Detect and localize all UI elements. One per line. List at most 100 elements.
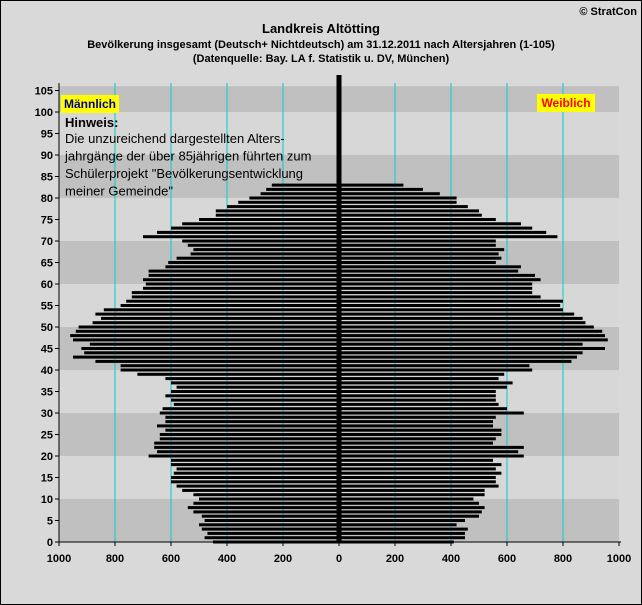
y-tick-label: 105 — [35, 86, 53, 98]
bar-female — [339, 372, 505, 376]
bar-male — [204, 519, 339, 522]
bar-male — [165, 415, 339, 419]
note-group: Hinweis:Die unzureichend dargestellten A… — [64, 115, 311, 199]
bar-male — [70, 334, 339, 338]
chart-source: (Datenquelle: Bay. LA f. Statistik u. DV… — [192, 53, 450, 65]
note-line: meiner Gemeinde" — [65, 184, 173, 199]
note-heading: Hinweis: — [65, 115, 118, 130]
bar-male — [171, 476, 339, 479]
bar-male — [75, 329, 340, 333]
copyright-label: © StratCon — [579, 6, 637, 18]
bar-female — [339, 471, 502, 475]
bar-male — [176, 256, 339, 260]
y-tick-label: 45 — [41, 344, 53, 356]
bar-male — [165, 420, 339, 424]
bar-male — [120, 368, 339, 372]
y-tick-label: 40 — [41, 365, 53, 377]
bar-male — [168, 261, 339, 264]
bar-male — [157, 450, 339, 454]
bar-male — [120, 304, 339, 307]
x-tick-labels: 1000 800 600 400 200 0 200 400 600 800 1000 — [47, 541, 631, 565]
y-tick-labels: 0 5 10 15 20 25 30 35 40 45 50 55 60 65 70 75 80 85 90 95 10… — [35, 83, 60, 549]
bar-female — [339, 304, 561, 307]
bar-female — [339, 192, 440, 196]
bar-male — [92, 321, 339, 325]
bar-female — [339, 243, 496, 247]
bar-male — [95, 312, 340, 316]
bar-male — [165, 377, 339, 381]
bar-male — [187, 506, 339, 510]
y-tick-label: 100 — [35, 107, 53, 119]
legend-group: Männlich Weiblich — [61, 94, 595, 113]
y-tick-label: 65 — [41, 258, 53, 270]
x-tick-label: 800 — [106, 553, 124, 565]
bar-male — [204, 536, 339, 540]
bar-female — [339, 239, 496, 243]
bar-male — [207, 531, 339, 535]
chart-title: Landkreis Altötting — [262, 21, 380, 36]
bar-female — [339, 501, 479, 505]
y-tick-label: 60 — [41, 279, 53, 291]
y-tick-label: 15 — [41, 473, 53, 485]
bar-female — [339, 282, 533, 286]
bar-male — [131, 291, 339, 295]
bar-male — [187, 243, 339, 247]
bar-male — [120, 364, 339, 368]
bar-male — [176, 385, 339, 389]
legend-male-box — [61, 95, 119, 113]
y-tick-label: 55 — [41, 301, 53, 313]
bar-male — [182, 239, 339, 243]
bar-male — [171, 226, 339, 230]
legend-male-label: Männlich — [64, 97, 116, 111]
bar-female — [339, 235, 558, 239]
bar-male — [73, 338, 339, 342]
bar-female — [339, 420, 493, 424]
y-tick-label: 5 — [47, 516, 53, 528]
bar-male — [193, 510, 339, 514]
bar-female — [339, 428, 502, 432]
bar-female — [339, 252, 499, 256]
bar-female — [339, 381, 513, 385]
bar-female — [339, 187, 423, 191]
bar-male — [199, 218, 339, 221]
bar-female — [339, 316, 583, 320]
x-tick-label: 1000 — [607, 553, 631, 565]
bar-female — [339, 248, 505, 252]
bar-male — [171, 381, 339, 385]
bar-female — [339, 308, 563, 312]
bar-female — [339, 510, 482, 514]
bar-female — [339, 200, 457, 204]
bar-female — [339, 273, 535, 277]
bar-male — [190, 252, 339, 256]
bar-male — [101, 316, 339, 320]
x-tick-label: 200 — [386, 553, 404, 565]
bar-male — [176, 467, 339, 471]
bar-female — [339, 411, 524, 415]
bar-male — [176, 484, 339, 488]
y-tick-label: 30 — [41, 408, 53, 420]
bar-female — [339, 480, 496, 484]
bar-male — [193, 493, 339, 497]
bar-male — [131, 295, 339, 299]
bar-male — [249, 196, 339, 200]
bar-male — [171, 398, 339, 402]
bar-male — [126, 299, 339, 303]
bar-male — [271, 183, 339, 187]
legend-female-box — [537, 94, 595, 112]
y-tick-label: 35 — [41, 387, 53, 399]
bar-female — [339, 265, 521, 269]
y-tick-label: 0 — [47, 537, 53, 549]
y-tick-label: 10 — [41, 494, 53, 506]
bar-male — [89, 342, 339, 346]
bar-female — [339, 484, 499, 488]
bar-male — [143, 235, 339, 239]
bar-female — [339, 295, 541, 299]
note-line: jahrgänge der über 85jährigen führten zu… — [64, 149, 311, 164]
bar-male — [173, 471, 339, 475]
x-tick-label: 600 — [498, 553, 516, 565]
bar-male — [95, 359, 340, 363]
chart-subtitle: Bevölkerung insgesamt (Deutsch+ Nichtdeu… — [87, 39, 555, 51]
bar-male — [159, 437, 339, 441]
bar-female — [339, 256, 502, 260]
